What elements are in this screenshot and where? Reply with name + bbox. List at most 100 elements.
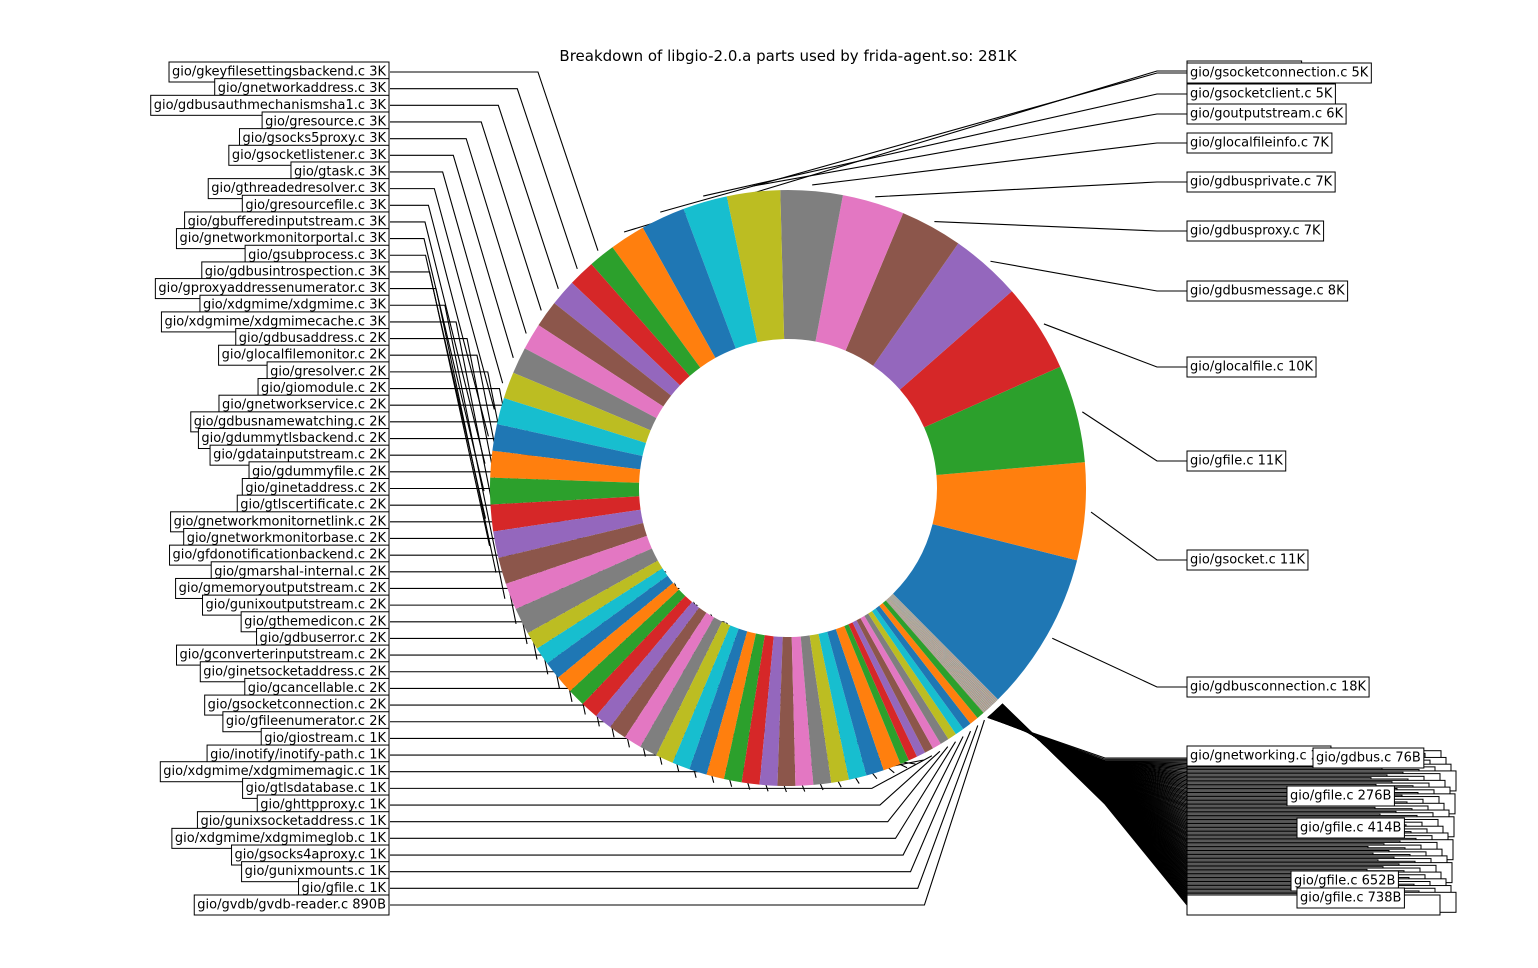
left-label: gio/xdgmime/xdgmimecache.c 3K — [164, 314, 386, 329]
slice-labels: gio/gfileinfo.c 4Kgio/gsocketconnection.… — [150, 60, 1457, 916]
left-label: gio/inotify/inotify-path.c 1K — [210, 748, 386, 763]
major-label: gio/gdbusmessage.c 8K — [1190, 284, 1345, 299]
leader-line — [390, 121, 542, 311]
small-slice — [886, 600, 985, 713]
left-label: gio/xdgmime/xdgmimeglob.c 1K — [175, 831, 387, 846]
left-slice — [547, 575, 674, 678]
left-label: gio/gmemoryoutputstream.c 2K — [179, 581, 387, 596]
left-slice — [538, 303, 672, 407]
small-slice — [890, 596, 993, 705]
small-slice-label-box — [1312, 747, 1425, 769]
left-label: gio/gunixsocketaddress.c 1K — [200, 814, 386, 829]
left-label: gio/gunixoutputstream.c 2K — [206, 598, 387, 613]
small-slice — [888, 597, 990, 708]
left-slice — [490, 450, 641, 483]
left-label: gio/gdummytlsbackend.c 2K — [201, 431, 386, 446]
small-slice — [887, 598, 988, 710]
left-slice — [498, 522, 647, 584]
left-slice — [582, 595, 693, 716]
left-slice — [536, 568, 668, 664]
left-slice — [571, 264, 690, 386]
small-slice — [890, 595, 994, 705]
left-label: gio/xdgmime/xdgmime.c 3K — [203, 298, 387, 313]
small-slice — [887, 599, 987, 711]
small-slice — [887, 598, 988, 710]
left-label: gio/ginetaddress.c 2K — [245, 481, 386, 496]
major-label: gio/glocalfileinfo.c 7K — [1190, 136, 1329, 151]
left-label: gio/gmarshal-internal.c 2K — [214, 564, 386, 579]
small-slice — [890, 596, 993, 705]
small-slice — [887, 598, 988, 710]
small-slice — [891, 594, 996, 702]
small-slice — [891, 594, 996, 702]
leader-line — [623, 70, 1187, 233]
small-slice — [890, 596, 993, 706]
left-label: gio/gsubprocess.c 3K — [248, 248, 386, 263]
small-slice — [887, 598, 988, 710]
small-slice — [889, 596, 992, 706]
left-slice — [706, 631, 756, 780]
leader-line — [812, 142, 1187, 186]
left-label: gio/gdbusintrospection.c 3K — [205, 264, 387, 279]
major-label: gio/gsocketclient.c 5K — [1190, 87, 1333, 102]
left-label: gio/glocalfilemonitor.c 2K — [222, 348, 387, 363]
small-slice — [892, 594, 997, 702]
left-slice — [513, 348, 657, 431]
left-label: gio/gcancellable.c 2K — [248, 681, 387, 696]
small-slice — [888, 598, 989, 709]
small-slice — [888, 597, 991, 708]
leader-line — [752, 113, 1187, 187]
left-label: gio/gsocketlistener.c 3K — [232, 148, 387, 163]
small-slice — [887, 599, 987, 711]
major-label-box — [1186, 676, 1370, 698]
small-slice-label: gio/gfile.c 738B — [1300, 891, 1401, 906]
left-label: gio/gresolver.c 2K — [270, 364, 386, 379]
small-slice — [890, 596, 993, 705]
small-slice — [889, 596, 992, 706]
small-slice — [886, 599, 985, 712]
small-slice — [886, 599, 985, 712]
major-label: gio/gfile.c 11K — [1190, 454, 1283, 469]
leader-line — [390, 71, 599, 251]
left-slice — [640, 617, 723, 756]
small-slice — [887, 599, 987, 711]
small-slice — [888, 598, 989, 709]
major-label-box — [1186, 220, 1325, 242]
left-label: gio/giostream.c 1K — [264, 731, 386, 746]
small-slice — [892, 593, 999, 700]
major-label-box — [1186, 450, 1287, 472]
small-slice — [888, 597, 990, 708]
leader-line — [934, 221, 1187, 232]
left-label: gio/gdbusauthmechanismsha1.c 3K — [154, 98, 387, 113]
leader-line — [390, 88, 578, 270]
left-slice — [503, 372, 651, 444]
small-slice — [889, 596, 993, 706]
left-label: gio/gnetworkservice.c 2K — [222, 398, 386, 413]
left-slice — [515, 548, 658, 634]
left-label: gio/gsocks5proxy.c 3K — [242, 131, 386, 146]
small-slice — [890, 596, 994, 705]
major-label-box — [1186, 103, 1347, 125]
small-slice — [886, 600, 985, 713]
major-label-box — [1186, 356, 1317, 378]
left-slice — [871, 608, 964, 735]
major-slice — [683, 196, 758, 349]
left-label: gio/gfile.c 1K — [302, 881, 387, 896]
small-slice-label-box — [1296, 887, 1405, 909]
small-slice — [892, 594, 997, 702]
left-slice — [490, 496, 641, 532]
small-slice — [888, 597, 990, 708]
left-label: gio/gdbuserror.c 2K — [260, 631, 387, 646]
major-label: gio/goutputstream.c 6K — [1190, 107, 1344, 122]
major-label: gio/gdbusprivate.c 7K — [1190, 175, 1333, 190]
major-label: gio/gsocket.c 11K — [1190, 553, 1305, 568]
left-slice — [596, 601, 700, 728]
donut-slices — [490, 190, 1086, 786]
small-slice — [890, 595, 995, 704]
small-slice — [889, 596, 992, 706]
small-slice — [892, 594, 998, 701]
major-slice — [845, 213, 959, 366]
leader-line — [390, 154, 514, 358]
left-label: gio/gkeyfilesettingsbackend.c 3K — [172, 65, 386, 80]
